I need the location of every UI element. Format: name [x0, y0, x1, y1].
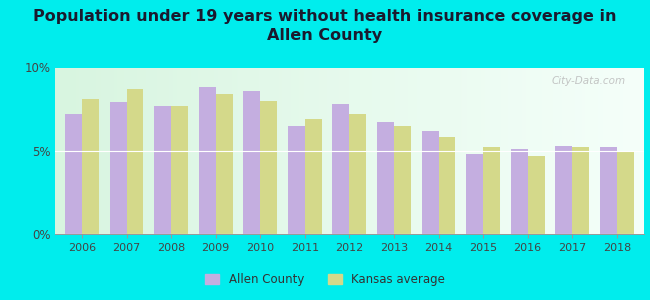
Legend: Allen County, Kansas average: Allen County, Kansas average: [200, 269, 450, 291]
Bar: [288, 126, 305, 234]
Bar: [422, 131, 439, 234]
Text: City-Data.com: City-Data.com: [552, 76, 626, 86]
Bar: [154, 106, 171, 234]
Bar: [555, 146, 572, 234]
Bar: [511, 149, 528, 234]
Bar: [110, 103, 127, 234]
Text: Population under 19 years without health insurance coverage in
Allen County: Population under 19 years without health…: [33, 9, 617, 43]
Bar: [483, 147, 500, 234]
Bar: [617, 151, 634, 234]
Bar: [243, 91, 260, 234]
Bar: [332, 104, 350, 234]
Bar: [305, 119, 322, 234]
Bar: [65, 114, 82, 234]
Bar: [528, 156, 545, 234]
Bar: [439, 137, 456, 234]
Bar: [127, 89, 144, 234]
Bar: [82, 99, 99, 234]
Bar: [199, 88, 216, 234]
Bar: [350, 114, 367, 234]
Bar: [466, 154, 483, 234]
Bar: [394, 126, 411, 234]
Bar: [216, 94, 233, 234]
Bar: [260, 101, 277, 234]
Bar: [171, 106, 188, 234]
Bar: [600, 147, 617, 234]
Bar: [377, 122, 394, 234]
Bar: [572, 147, 589, 234]
